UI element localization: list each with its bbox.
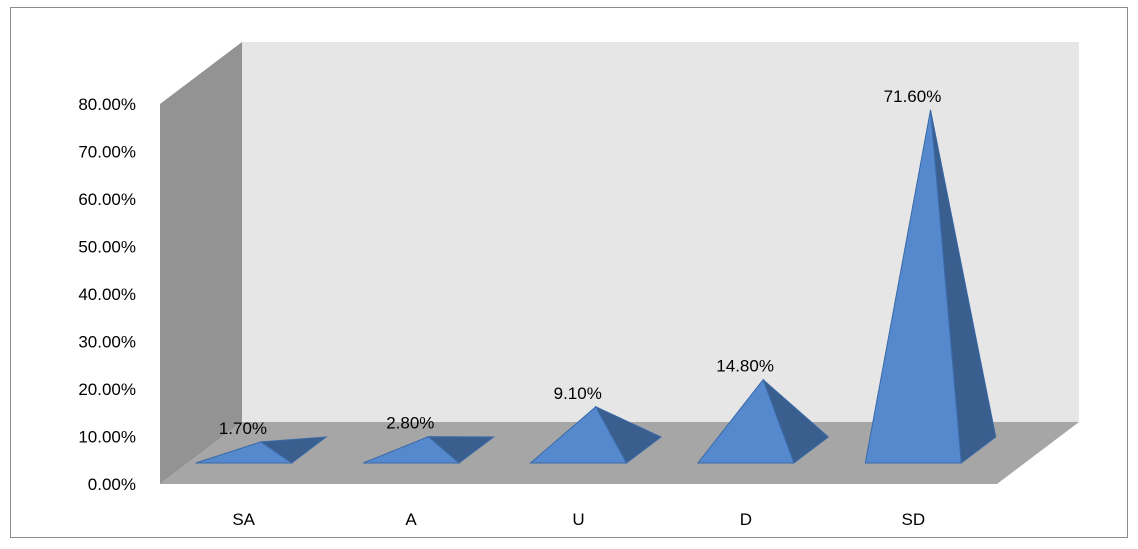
data-label: 71.60% <box>884 87 942 106</box>
x-tick-label: U <box>572 510 584 529</box>
x-tick-label: SA <box>232 510 255 529</box>
side-wall <box>160 42 242 484</box>
y-tick-label: 30.00% <box>78 333 136 352</box>
y-tick-label: 70.00% <box>78 143 136 162</box>
y-tick-label: 50.00% <box>78 238 136 257</box>
y-tick-label: 80.00% <box>78 95 136 114</box>
data-label: 2.80% <box>386 414 434 433</box>
data-label: 1.70% <box>219 419 267 438</box>
y-tick-label: 20.00% <box>78 380 136 399</box>
x-tick-label: D <box>740 510 752 529</box>
y-tick-label: 0.00% <box>88 475 136 494</box>
y-tick-label: 10.00% <box>78 428 136 447</box>
data-label: 14.80% <box>716 357 774 376</box>
x-tick-label: SD <box>901 510 925 529</box>
y-tick-label: 60.00% <box>78 190 136 209</box>
x-tick-label: A <box>405 510 417 529</box>
data-label: 9.10% <box>554 384 602 403</box>
y-tick-label: 40.00% <box>78 285 136 304</box>
y-axis-ticks: 0.00% 10.00% 20.00% 30.00% 40.00% 50.00% 60.00… <box>78 95 136 494</box>
